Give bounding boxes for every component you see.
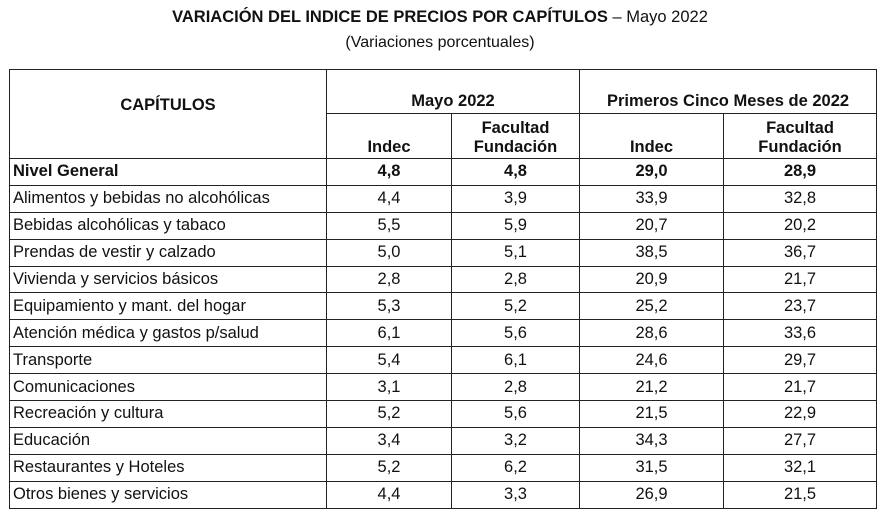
cell-cinco-indec: 20,9 [579, 266, 724, 294]
cell-cinco-facultad: 28,9 [723, 158, 877, 186]
cell-mayo-indec: 3,1 [326, 373, 452, 402]
title-main: VARIACIÓN DEL INDICE DE PRECIOS POR CAPÍ… [172, 8, 608, 26]
table-row: Recreación y cultura 5,2 5,6 21,5 22,9 [9, 400, 877, 428]
cell-cinco-facultad: 29,7 [723, 346, 877, 375]
cell-cinco-indec: 31,5 [579, 454, 724, 482]
row-label: Prendas de vestir y calzado [9, 239, 327, 267]
row-label: Alimentos y bebidas no alcohólicas [9, 185, 327, 213]
header-facultad-line2: Fundación [758, 138, 842, 156]
cell-cinco-indec: 38,5 [579, 239, 724, 267]
row-label: Educación [9, 427, 327, 455]
header-facultad-line1: Facultad [766, 119, 834, 137]
cell-mayo-facultad: 5,9 [451, 212, 580, 240]
cell-cinco-indec: 26,9 [579, 481, 724, 509]
title-period: – Mayo 2022 [607, 8, 708, 26]
row-label: Equipamiento y mant. del hogar [9, 292, 327, 321]
price-index-table: CAPÍTULOS Mayo 2022 Primeros Cinco Meses… [9, 69, 877, 509]
cell-cinco-facultad: 32,1 [723, 454, 877, 482]
table-row: Bebidas alcohólicas y tabaco 5,5 5,9 20,7 20… [9, 212, 877, 240]
cell-cinco-indec: 28,6 [579, 319, 724, 348]
cell-mayo-indec: 5,0 [326, 239, 452, 267]
cell-mayo-indec: 5,2 [326, 400, 452, 428]
cell-mayo-facultad: 3,3 [451, 481, 580, 509]
row-label: Restaurantes y Hoteles [9, 454, 327, 482]
cell-cinco-facultad: 21,7 [723, 373, 877, 402]
header-indec-label: Indec [629, 138, 674, 156]
cell-mayo-facultad: 2,8 [451, 373, 580, 402]
table-row: Transporte 5,4 6,1 24,6 29,7 [9, 346, 877, 375]
cell-mayo-facultad: 5,6 [451, 319, 580, 348]
cell-mayo-facultad: 2,8 [451, 266, 580, 294]
cell-mayo-indec: 5,5 [326, 212, 452, 240]
cell-mayo-facultad: 4,8 [451, 158, 580, 186]
cell-mayo-indec: 5,4 [326, 346, 452, 375]
cell-cinco-facultad: 22,9 [723, 400, 877, 428]
cell-mayo-indec: 6,1 [326, 319, 452, 348]
cell-mayo-facultad: 5,2 [451, 292, 580, 321]
header-capitulos: CAPÍTULOS [9, 69, 327, 159]
row-label: Nivel General [9, 158, 327, 186]
header-cinco-indec: Indec [579, 113, 724, 159]
cell-mayo-facultad: 5,6 [451, 400, 580, 428]
cell-cinco-facultad: 23,7 [723, 292, 877, 321]
cell-cinco-facultad: 36,7 [723, 239, 877, 267]
row-label: Vivienda y servicios básicos [9, 266, 327, 294]
cell-cinco-indec: 21,5 [579, 400, 724, 428]
header-mayo-indec: Indec [326, 113, 452, 159]
table-body: Nivel General 4,8 4,8 29,0 28,9 Alimentos y b… [9, 158, 877, 509]
table-row: Atención médica y gastos p/salud 6,1 5,6 28… [9, 319, 877, 348]
cell-mayo-indec: 3,4 [326, 427, 452, 455]
row-label: Atención médica y gastos p/salud [9, 319, 327, 348]
row-label: Bebidas alcohólicas y tabaco [9, 212, 327, 240]
row-label: Transporte [9, 346, 327, 375]
document-title: VARIACIÓN DEL INDICE DE PRECIOS POR CAPÍ… [0, 8, 880, 27]
table-row: Equipamiento y mant. del hogar 5,3 5,2 25,2… [9, 292, 877, 321]
cell-mayo-indec: 5,2 [326, 454, 452, 482]
cell-mayo-indec: 4,4 [326, 185, 452, 213]
cell-mayo-facultad: 3,2 [451, 427, 580, 455]
cell-cinco-indec: 20,7 [579, 212, 724, 240]
cell-cinco-facultad: 20,2 [723, 212, 877, 240]
cell-mayo-facultad: 6,1 [451, 346, 580, 375]
cell-cinco-facultad: 27,7 [723, 427, 877, 455]
table-row: Otros bienes y servicios 4,4 3,3 26,9 21,5 [9, 481, 877, 509]
table-row: Prendas de vestir y calzado 5,0 5,1 38,5 36,… [9, 239, 877, 267]
cell-cinco-facultad: 21,7 [723, 266, 877, 294]
header-group-cinco-meses: Primeros Cinco Meses de 2022 [579, 69, 877, 114]
cell-mayo-indec: 4,4 [326, 481, 452, 509]
cell-cinco-facultad: 33,6 [723, 319, 877, 348]
table-row: Nivel General 4,8 4,8 29,0 28,9 [9, 158, 877, 186]
cell-mayo-facultad: 3,9 [451, 185, 580, 213]
cell-mayo-indec: 2,8 [326, 266, 452, 294]
cell-cinco-indec: 24,6 [579, 346, 724, 375]
header-cinco-facultad: Facultad Fundación [723, 113, 877, 159]
table-row: Educación 3,4 3,2 34,3 27,7 [9, 427, 877, 455]
header-facultad-line1: Facultad [481, 119, 550, 137]
table-row: Comunicaciones 3,1 2,8 21,2 21,7 [9, 373, 877, 402]
row-label: Comunicaciones [9, 373, 327, 402]
cell-cinco-indec: 29,0 [579, 158, 724, 186]
table-row: Alimentos y bebidas no alcohólicas 4,4 3,9… [9, 185, 877, 213]
cell-mayo-facultad: 5,1 [451, 239, 580, 267]
cell-cinco-indec: 25,2 [579, 292, 724, 321]
row-label: Otros bienes y servicios [9, 481, 327, 509]
cell-cinco-indec: 33,9 [579, 185, 724, 213]
document-subtitle: (Variaciones porcentuales) [345, 34, 535, 51]
cell-cinco-facultad: 21,5 [723, 481, 877, 509]
cell-cinco-indec: 21,2 [579, 373, 724, 402]
header-indec-label: Indec [367, 138, 411, 156]
row-label: Recreación y cultura [9, 400, 327, 428]
cell-mayo-indec: 5,3 [326, 292, 452, 321]
header-mayo-facultad: Facultad Fundación [451, 113, 580, 159]
cell-mayo-facultad: 6,2 [451, 454, 580, 482]
table-row: Restaurantes y Hoteles 5,2 6,2 31,5 32,1 [9, 454, 877, 482]
table-row: Vivienda y servicios básicos 2,8 2,8 20,9 21… [9, 266, 877, 294]
header-group-mayo: Mayo 2022 [326, 69, 580, 114]
cell-cinco-indec: 34,3 [579, 427, 724, 455]
header-facultad-line2: Fundación [473, 138, 558, 156]
cell-cinco-facultad: 32,8 [723, 185, 877, 213]
cell-mayo-indec: 4,8 [326, 158, 452, 186]
